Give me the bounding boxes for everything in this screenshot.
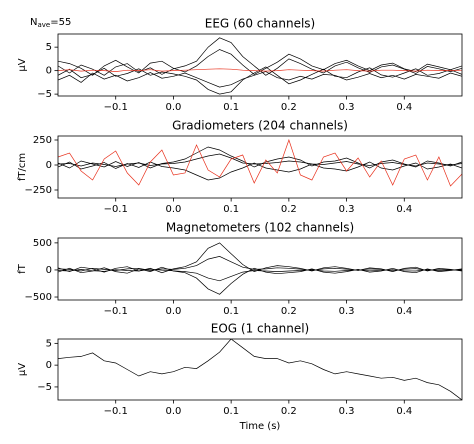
x-tick-label: 0.2 — [281, 406, 297, 417]
x-tick-label: 0.2 — [281, 306, 297, 317]
channel-line — [58, 66, 462, 95]
annotation-base: N — [30, 17, 37, 28]
channel-line — [58, 256, 462, 272]
axes-frame — [57, 338, 463, 401]
x-axis-label: Time (s) — [239, 421, 281, 432]
channel-line — [58, 153, 462, 167]
x-tick-label: 0.1 — [223, 306, 239, 317]
plot-lines — [58, 37, 462, 95]
y-tick-label: 0 — [46, 360, 52, 371]
axes-frame — [57, 135, 463, 199]
y-axis-label: µV — [17, 58, 28, 71]
y-tick-label: 250 — [33, 135, 52, 146]
x-tick-label: 0.2 — [281, 204, 297, 215]
x-tick-label: 0.3 — [339, 102, 355, 113]
channel-line — [58, 339, 462, 400]
y-tick-label: 5 — [46, 338, 52, 349]
y-tick-label: −500 — [25, 292, 52, 303]
plot-lines — [58, 242, 462, 295]
y-tick-label: −250 — [25, 185, 52, 196]
subplot-title: Gradiometers (204 channels) — [172, 119, 348, 133]
x-tick-label: −0.1 — [104, 306, 128, 317]
y-tick-label: −5 — [37, 382, 52, 393]
channel-line — [58, 266, 462, 295]
x-tick-label: 0.0 — [165, 204, 181, 215]
x-tick-label: 0.4 — [396, 102, 412, 113]
x-tick-label: 0.0 — [165, 406, 181, 417]
channel-line — [58, 242, 462, 274]
x-tick-label: 0.3 — [339, 306, 355, 317]
x-tick-label: 0.3 — [339, 204, 355, 215]
y-tick-label: 0 — [46, 160, 52, 171]
y-tick-label: −5 — [37, 89, 52, 100]
x-tick-label: 0.2 — [281, 102, 297, 113]
channel-line — [58, 68, 462, 72]
x-tick-label: 0.3 — [339, 406, 355, 417]
channel-line — [58, 268, 462, 282]
y-axis-label: fT — [17, 263, 28, 274]
subplot-title: EOG (1 channel) — [211, 322, 309, 336]
x-tick-label: 0.1 — [223, 102, 239, 113]
y-tick-label: 0 — [46, 66, 52, 77]
x-tick-label: 0.4 — [396, 204, 412, 215]
axes-frame — [57, 33, 463, 97]
plot-lines — [58, 138, 462, 187]
y-tick-label: 0 — [46, 265, 52, 276]
subplot-title: EEG (60 channels) — [205, 17, 315, 31]
x-tick-label: 0.1 — [223, 204, 239, 215]
annotation-sub: ave — [37, 21, 50, 29]
y-tick-label: 5 — [46, 42, 52, 53]
x-tick-label: 0.0 — [165, 306, 181, 317]
x-tick-label: −0.1 — [104, 204, 128, 215]
x-tick-label: −0.1 — [104, 406, 128, 417]
y-axis-label: µV — [17, 363, 28, 376]
channel-line — [58, 146, 462, 169]
plot-lines — [58, 339, 462, 400]
channel-line — [58, 138, 462, 187]
x-tick-label: 0.4 — [396, 306, 412, 317]
y-tick-label: 500 — [33, 238, 52, 249]
y-axis-label: fT/cm — [17, 153, 28, 181]
x-tick-label: 0.4 — [396, 406, 412, 417]
x-tick-label: 0.0 — [165, 102, 181, 113]
x-tick-label: 0.1 — [223, 406, 239, 417]
channel-line — [58, 71, 462, 88]
annotation-rest: =55 — [50, 17, 71, 28]
axes-frame — [57, 237, 463, 301]
x-tick-label: −0.1 — [104, 102, 128, 113]
nave-annotation: Nave=55 — [30, 17, 71, 29]
channel-line — [58, 49, 462, 76]
subplot-title: Magnetometers (102 channels) — [166, 221, 354, 235]
